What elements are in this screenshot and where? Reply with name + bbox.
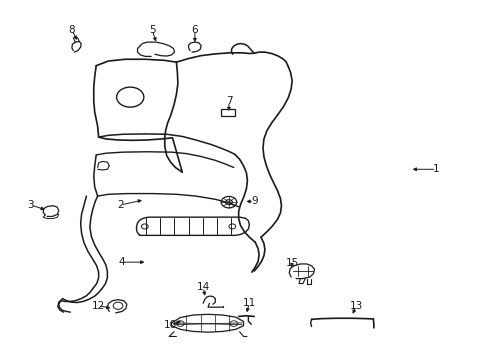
Text: 8: 8 [68, 25, 75, 35]
Text: 6: 6 [191, 25, 198, 35]
Text: 7: 7 [225, 96, 232, 107]
Text: 9: 9 [250, 197, 257, 206]
Text: 4: 4 [119, 257, 125, 267]
Text: 3: 3 [27, 200, 34, 210]
Text: 13: 13 [349, 301, 362, 311]
Text: 15: 15 [285, 258, 298, 268]
Text: 2: 2 [117, 200, 123, 210]
Text: 12: 12 [92, 301, 105, 311]
Text: 10: 10 [163, 320, 177, 330]
Text: 11: 11 [242, 298, 255, 308]
Text: 14: 14 [196, 282, 209, 292]
Text: 5: 5 [148, 25, 155, 35]
Text: 1: 1 [432, 164, 439, 174]
